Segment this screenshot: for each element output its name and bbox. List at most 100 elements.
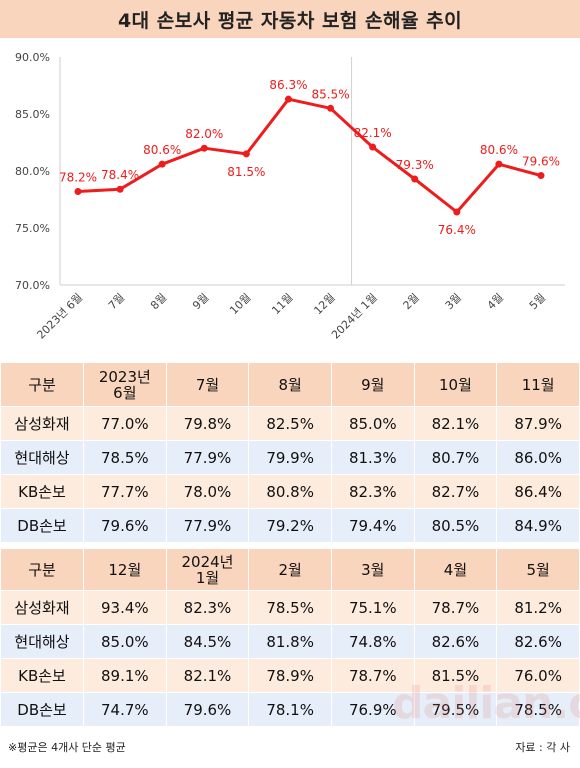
loss-ratio-cell: 77.9% [165, 508, 250, 543]
loss-ratio-cell: 79.5% [413, 692, 498, 727]
x-tick-label: 4월 [485, 291, 506, 312]
loss-ratio-cell: 82.7% [413, 474, 498, 509]
loss-ratio-cell: 82.1% [413, 406, 498, 441]
data-label: 85.5% [311, 87, 349, 101]
table-header-row: 구분 12월 2024년 1월 2월 3월 4월 5월 [0, 548, 580, 591]
loss-ratio-cell: 77.9% [165, 440, 250, 475]
chart-title: 4대 손보사 평균 자동차 보험 손해율 추이 [117, 9, 463, 32]
data-label: 80.6% [480, 143, 518, 157]
loss-ratio-cell: 81.8% [248, 624, 332, 659]
company-label: 현대해상 [0, 440, 84, 475]
loss-ratio-cell: 78.0% [165, 474, 250, 509]
loss-ratio-cell: 81.2% [496, 590, 580, 625]
month-header-cell: 2023년 6월 [83, 362, 167, 407]
loss-ratio-cell: 85.0% [83, 624, 167, 659]
loss-ratio-cell: 82.3% [165, 590, 250, 625]
company-label: DB손보 [0, 692, 84, 727]
loss-ratio-table-2: 구분 12월 2024년 1월 2월 3월 4월 5월 삼성화재 93.4% 82.3% 78.5% 7… [0, 548, 580, 727]
loss-ratio-cell: 86.4% [496, 474, 580, 509]
loss-ratio-cell: 78.7% [413, 590, 498, 625]
loss-ratio-cell: 81.5% [413, 658, 498, 693]
company-label: DB손보 [0, 508, 84, 543]
month-header-cell: 11월 [496, 362, 580, 407]
series-line [77, 97, 542, 214]
loss-ratio-cell: 74.8% [330, 624, 415, 659]
loss-ratio-cell: 79.6% [83, 508, 167, 543]
loss-ratio-cell: 82.6% [413, 624, 498, 659]
month-header-cell: 7월 [165, 362, 250, 407]
y-tick-label: 80.0% [15, 165, 50, 178]
x-tick-label: 8월 [148, 291, 169, 312]
loss-ratio-cell: 75.1% [330, 590, 415, 625]
data-label: 82.0% [185, 127, 223, 141]
loss-ratio-table-1: 구분 2023년 6월 7월 8월 9월 10월 11월 삼성화재 77.0% 79.8% 82.5%… [0, 362, 580, 543]
loss-ratio-cell: 82.1% [165, 658, 250, 693]
data-label: 81.5% [227, 165, 265, 179]
x-tick-label: 2024년 1월 [329, 291, 380, 342]
data-point [74, 188, 82, 196]
loss-ratio-cell: 87.9% [496, 406, 580, 441]
y-tick-label: 70.0% [15, 279, 50, 292]
data-point [284, 95, 292, 103]
month-header-cell: 10월 [413, 362, 498, 407]
header-label-cell: 구분 [0, 548, 84, 591]
y-tick-label: 75.0% [15, 222, 50, 235]
x-tick-label: 7월 [106, 291, 127, 312]
data-label: 79.3% [396, 158, 434, 172]
title-bar: 4대 손보사 평균 자동차 보험 손해율 추이 [0, 0, 580, 38]
loss-ratio-cell: 84.9% [496, 508, 580, 543]
loss-ratio-cell: 82.3% [330, 474, 415, 509]
footnote: ※평균은 4개사 단순 평균 [8, 741, 126, 754]
company-label: KB손보 [0, 474, 84, 509]
x-tick-label: 2월 [401, 291, 422, 312]
company-label: KB손보 [0, 658, 84, 693]
loss-ratio-cell: 86.0% [496, 440, 580, 475]
month-header-cell: 3월 [330, 548, 415, 591]
data-label: 76.4% [438, 223, 476, 237]
loss-ratio-cell: 79.8% [165, 406, 250, 441]
table-row: 삼성화재 93.4% 82.3% 78.5% 75.1% 78.7% 81.2% [0, 590, 580, 625]
table-header-row: 구분 2023년 6월 7월 8월 9월 10월 11월 [0, 362, 580, 407]
loss-ratio-cell: 79.4% [330, 508, 415, 543]
month-header-cell: 12월 [83, 548, 167, 591]
x-tick-label: 10월 [227, 291, 253, 317]
loss-ratio-cell: 80.7% [413, 440, 498, 475]
company-label: 삼성화재 [0, 590, 84, 625]
loss-ratio-cell: 80.5% [413, 508, 498, 543]
data-point [327, 104, 335, 112]
loss-ratio-cell: 79.2% [248, 508, 332, 543]
data-point [116, 185, 124, 193]
loss-ratio-cell: 78.1% [248, 692, 332, 727]
loss-ratio-cell: 93.4% [83, 590, 167, 625]
data-label: 80.6% [143, 143, 181, 157]
loss-ratio-cell: 84.5% [165, 624, 250, 659]
x-tick-label: 3월 [443, 291, 464, 312]
loss-ratio-cell: 77.7% [83, 474, 167, 509]
loss-ratio-cell: 82.5% [248, 406, 332, 441]
watermark: dailian.co.kr [392, 678, 580, 729]
loss-ratio-cell: 78.5% [496, 692, 580, 727]
x-tick-label: 11월 [269, 291, 295, 317]
loss-ratio-cell: 78.5% [83, 440, 167, 475]
table-row: KB손보 89.1% 82.1% 78.9% 78.7% 81.5% 76.0% [0, 658, 580, 693]
loss-ratio-cell: 78.9% [248, 658, 332, 693]
month-header-cell: 2024년 1월 [165, 548, 250, 591]
loss-ratio-cell: 76.0% [496, 658, 580, 693]
table-row: KB손보 77.7% 78.0% 80.8% 82.3% 82.7% 86.4% [0, 474, 580, 509]
month-header-cell: 4월 [413, 548, 498, 591]
loss-ratio-cell: 81.3% [330, 440, 415, 475]
line-chart: 70.0% 75.0% 80.0% 85.0% 90.0% 78.2% 2023년 6월 78… [15, 51, 565, 342]
data-label: 78.2% [59, 171, 97, 185]
loss-ratio-cell: 76.9% [330, 692, 415, 727]
data-point [158, 160, 166, 168]
data-point [495, 160, 503, 168]
data-label: 79.6% [522, 155, 560, 169]
header-label-cell: 구분 [0, 362, 84, 407]
y-tick-label: 90.0% [15, 51, 50, 64]
table-row: 현대해상 85.0% 84.5% 81.8% 74.8% 82.6% 82.6% [0, 624, 580, 659]
source-note: 자료 : 각 사 [515, 741, 570, 754]
data-point [200, 144, 208, 152]
data-point [411, 175, 419, 183]
loss-ratio-cell: 89.1% [83, 658, 167, 693]
month-header-cell: 2월 [248, 548, 332, 591]
